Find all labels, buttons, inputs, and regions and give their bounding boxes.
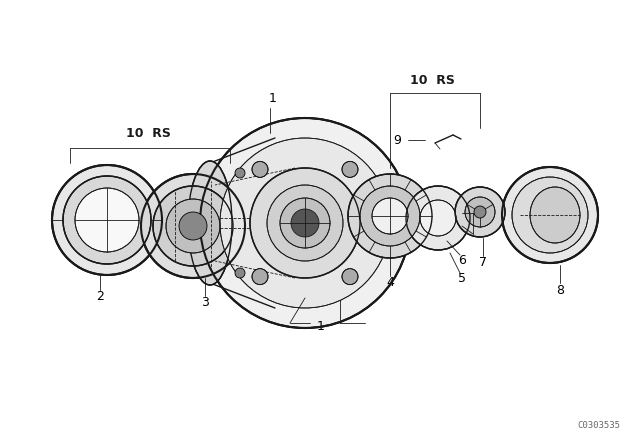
Ellipse shape bbox=[179, 212, 207, 240]
Ellipse shape bbox=[406, 186, 470, 250]
Text: 6: 6 bbox=[458, 254, 466, 267]
Ellipse shape bbox=[267, 185, 343, 261]
Ellipse shape bbox=[348, 174, 432, 258]
Ellipse shape bbox=[250, 168, 360, 278]
Text: 3: 3 bbox=[201, 296, 209, 309]
Ellipse shape bbox=[360, 186, 420, 246]
Text: C0303535: C0303535 bbox=[577, 421, 620, 430]
Ellipse shape bbox=[512, 177, 588, 253]
Ellipse shape bbox=[235, 168, 245, 178]
Text: 8: 8 bbox=[556, 284, 564, 297]
Ellipse shape bbox=[188, 161, 232, 285]
Text: 10  RS: 10 RS bbox=[125, 126, 170, 139]
Ellipse shape bbox=[252, 269, 268, 284]
Text: 1: 1 bbox=[317, 319, 325, 332]
Text: 7: 7 bbox=[479, 257, 487, 270]
Ellipse shape bbox=[52, 165, 162, 275]
Ellipse shape bbox=[342, 269, 358, 284]
Ellipse shape bbox=[465, 197, 495, 227]
Ellipse shape bbox=[280, 198, 330, 248]
Ellipse shape bbox=[372, 198, 408, 234]
Ellipse shape bbox=[474, 206, 486, 218]
Ellipse shape bbox=[141, 174, 245, 278]
Text: 5: 5 bbox=[458, 271, 466, 284]
Text: 4: 4 bbox=[386, 276, 394, 289]
Ellipse shape bbox=[502, 167, 598, 263]
Ellipse shape bbox=[75, 188, 139, 252]
Ellipse shape bbox=[235, 268, 245, 278]
Text: 9: 9 bbox=[393, 134, 401, 146]
Text: 1: 1 bbox=[269, 91, 277, 104]
Ellipse shape bbox=[63, 176, 151, 264]
Ellipse shape bbox=[420, 200, 456, 236]
Text: 10  RS: 10 RS bbox=[410, 73, 454, 86]
Ellipse shape bbox=[220, 138, 390, 308]
Ellipse shape bbox=[291, 209, 319, 237]
Ellipse shape bbox=[342, 161, 358, 177]
Ellipse shape bbox=[200, 118, 410, 328]
Ellipse shape bbox=[153, 186, 233, 266]
Ellipse shape bbox=[455, 187, 505, 237]
Ellipse shape bbox=[166, 199, 220, 253]
Ellipse shape bbox=[252, 161, 268, 177]
Ellipse shape bbox=[530, 187, 580, 243]
Text: 2: 2 bbox=[96, 289, 104, 302]
